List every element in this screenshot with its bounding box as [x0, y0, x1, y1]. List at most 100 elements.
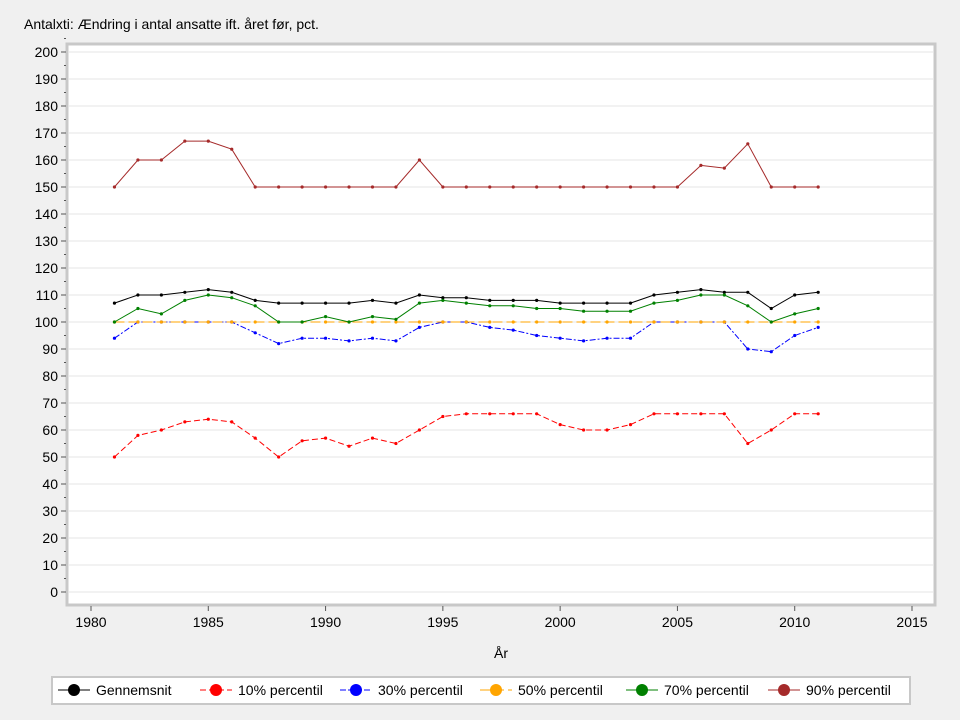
- data-point: [464, 412, 468, 416]
- data-point: [394, 317, 398, 321]
- legend-label: 70% percentil: [664, 682, 749, 698]
- data-point: [323, 315, 328, 319]
- data-point: [253, 298, 257, 302]
- data-point: [230, 320, 234, 324]
- data-point: [441, 414, 445, 419]
- data-point: [323, 436, 328, 440]
- plot-area: [65, 42, 937, 607]
- data-point: [511, 412, 515, 416]
- legend-item: 90% percentil: [768, 682, 891, 698]
- data-point: [277, 320, 281, 324]
- y-tick-label: 30: [42, 503, 58, 519]
- y-tick-label: 100: [35, 314, 59, 330]
- data-point: [300, 439, 304, 443]
- y-tick-label: 80: [42, 368, 58, 384]
- x-tick-label: 1980: [75, 614, 106, 630]
- data-point: [417, 428, 421, 432]
- data-point: [722, 320, 726, 324]
- data-point: [488, 412, 492, 416]
- x-tick-label: 1995: [427, 614, 458, 630]
- data-point: [722, 293, 726, 297]
- data-point: [793, 333, 797, 338]
- data-point: [230, 147, 234, 151]
- legend-item: 50% percentil: [480, 682, 603, 698]
- data-point: [370, 336, 375, 340]
- data-point: [605, 320, 609, 324]
- data-point: [558, 336, 562, 340]
- data-point: [535, 306, 539, 311]
- data-point: [417, 325, 421, 329]
- data-point: [769, 350, 773, 354]
- data-point: [417, 158, 421, 162]
- series-0: [112, 288, 820, 311]
- y-tick-label: 180: [35, 98, 59, 114]
- data-point: [441, 185, 445, 189]
- legend-item: 70% percentil: [626, 682, 749, 698]
- data-point: [699, 163, 703, 167]
- data-point: [206, 293, 210, 297]
- y-tick-label: 70: [42, 395, 58, 411]
- data-point: [511, 320, 515, 324]
- y-tick-label: 40: [42, 476, 58, 492]
- data-point: [769, 185, 773, 189]
- data-point: [323, 301, 328, 305]
- data-point: [347, 444, 351, 448]
- data-point: [464, 301, 468, 305]
- data-point: [136, 158, 140, 162]
- data-point: [347, 339, 351, 343]
- data-point: [816, 412, 820, 416]
- series-1: [112, 412, 820, 459]
- data-point: [230, 296, 234, 300]
- data-point: [112, 185, 117, 189]
- data-point: [605, 301, 609, 305]
- data-point: [323, 336, 328, 340]
- data-point: [558, 301, 562, 305]
- data-point: [206, 288, 210, 292]
- data-point: [277, 301, 281, 305]
- data-point: [394, 301, 398, 305]
- data-point: [253, 331, 257, 335]
- data-point: [605, 309, 609, 313]
- data-point: [277, 342, 281, 346]
- data-point: [605, 185, 609, 189]
- data-point: [183, 290, 187, 294]
- data-point: [206, 139, 210, 143]
- data-point: [582, 301, 586, 305]
- data-point: [582, 309, 586, 313]
- y-tick-label: 170: [35, 125, 59, 141]
- data-point: [652, 301, 656, 305]
- data-point: [652, 412, 656, 416]
- data-point: [746, 347, 750, 351]
- data-point: [722, 412, 726, 416]
- data-point: [769, 428, 773, 432]
- data-point: [370, 185, 375, 189]
- y-tick-label: 160: [35, 152, 59, 168]
- data-point: [793, 320, 797, 324]
- legend-item: 10% percentil: [200, 682, 323, 698]
- data-point: [394, 185, 398, 189]
- data-point: [511, 304, 515, 308]
- data-point: [464, 296, 468, 300]
- data-point: [793, 312, 797, 316]
- data-point: [699, 293, 703, 297]
- data-point: [558, 320, 562, 324]
- data-point: [370, 436, 375, 440]
- data-point: [136, 433, 140, 437]
- data-point: [582, 428, 586, 432]
- data-point: [441, 298, 445, 302]
- data-point: [582, 185, 586, 189]
- data-point: [535, 333, 539, 338]
- y-tick-label: 150: [35, 179, 59, 195]
- data-point: [206, 417, 210, 421]
- data-point: [112, 336, 117, 340]
- data-point: [136, 320, 140, 324]
- data-point: [675, 290, 680, 294]
- data-point: [323, 320, 328, 324]
- data-point: [488, 320, 492, 324]
- data-point: [816, 185, 820, 189]
- y-tick-label: 130: [35, 233, 59, 249]
- legend: Gennemsnit 10% percentil 30% percentil 50% …: [51, 676, 911, 705]
- data-point: [488, 298, 492, 302]
- data-point: [605, 428, 609, 432]
- data-point: [699, 288, 703, 292]
